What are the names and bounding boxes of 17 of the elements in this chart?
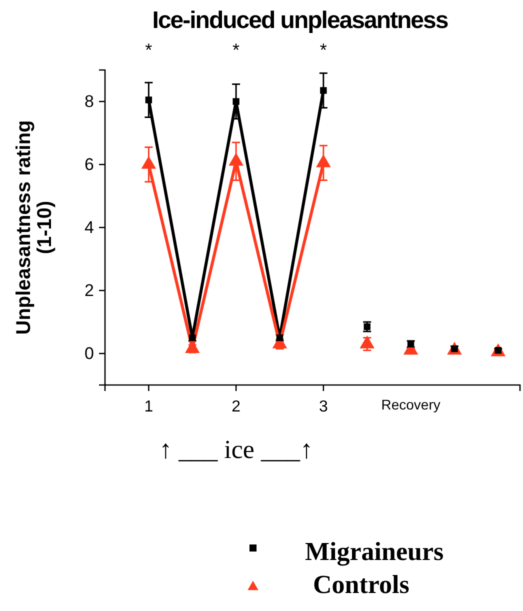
text: * <box>320 40 327 60</box>
legend-label: Migraineurs <box>305 537 444 566</box>
legend-label: Controls <box>313 570 410 599</box>
x-tick-label: 3 <box>318 398 328 416</box>
chart-title: Ice-induced unpleasantness <box>152 7 448 34</box>
x-tick-label: 2 <box>232 398 241 416</box>
y-tick-label: 8 <box>84 92 94 111</box>
y-tick-label: 0 <box>84 344 94 363</box>
text: * <box>232 40 240 60</box>
y-tick-label: 4 <box>84 218 94 237</box>
text: ↑ ___ ice ___↑ <box>159 435 313 464</box>
y-axis-title: Unpleasantness rating (1-10) <box>13 120 56 335</box>
y-tick-label: 2 <box>84 280 94 300</box>
x-tick-label: 1 <box>144 398 154 416</box>
y-tick-label: 6 <box>84 154 94 174</box>
x-tick-label: Recovery <box>381 396 440 412</box>
text: * <box>145 40 152 60</box>
